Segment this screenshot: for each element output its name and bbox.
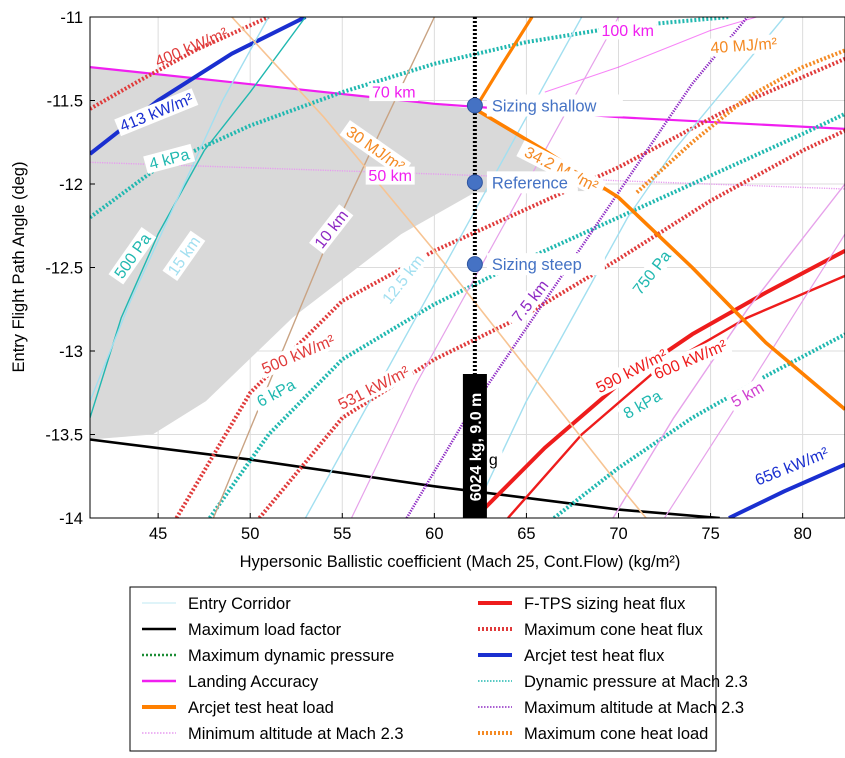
- x-tick-label: 55: [333, 525, 351, 543]
- y-tick-label: -12.5: [45, 260, 83, 278]
- x-tick-label: 70: [609, 525, 627, 543]
- design-point-marker: [467, 257, 482, 272]
- legend-label: Minimum altitude at Mach 2.3: [188, 725, 404, 743]
- design-point-marker: [467, 175, 482, 190]
- x-tick-label: 60: [425, 525, 443, 543]
- line-label-group: 50 km: [366, 167, 415, 186]
- vertical-line-label: 6024 kg, 9.0 m: [468, 393, 485, 502]
- x-axis-label: Hypersonic Ballistic coefficient (Mach 2…: [240, 553, 681, 571]
- line-label-group: 70 km: [369, 83, 418, 102]
- legend-label: Landing Accuracy: [188, 673, 319, 691]
- x-tick-label: 65: [517, 525, 535, 543]
- y-tick-label: -11.5: [47, 93, 83, 111]
- legend-label: Maximum dynamic pressure: [188, 647, 394, 665]
- line-label-group: 100 km: [599, 21, 657, 40]
- line-label: 50 km: [368, 168, 412, 185]
- line-label: 70 km: [372, 85, 416, 102]
- legend-label: Arcjet test heat flux: [524, 647, 665, 665]
- y-tick-label: -11: [60, 9, 83, 27]
- legend-label: F-TPS sizing heat flux: [524, 595, 686, 613]
- y-tick-label: -12: [59, 176, 83, 194]
- x-tick-label: 75: [701, 525, 719, 543]
- y-tick-label: -13.5: [45, 427, 83, 445]
- legend-label: Maximum cone heat flux: [524, 621, 704, 639]
- y-tick-label: -13: [59, 343, 83, 361]
- x-tick-label: 45: [149, 525, 167, 543]
- line-label: 100 km: [601, 23, 653, 40]
- y-tick-label: -14: [59, 510, 83, 528]
- x-tick-label: 80: [793, 525, 811, 543]
- design-point-marker: [467, 98, 482, 113]
- legend-label: Dynamic pressure at Mach 2.3: [524, 673, 748, 691]
- point-label: Sizing steep: [492, 256, 582, 274]
- vertical-line-label-group: 6024 kg, 9.0 m: [463, 374, 487, 520]
- legend-label: Entry Corridor: [188, 595, 291, 613]
- y-axis-label: Entry Flight Path Angle (deg): [10, 162, 28, 373]
- point-label: Sizing shallow: [492, 98, 597, 116]
- legend-label: Maximum cone heat load: [524, 725, 708, 743]
- point-label: Reference: [492, 174, 568, 192]
- legend: Entry Corridor Maximum load factor Maximum…: [130, 587, 748, 751]
- legend-label: Maximum altitude at Mach 2.3: [524, 699, 744, 717]
- legend-label: Arcjet test heat load: [188, 699, 334, 717]
- x-tick-label: 50: [241, 525, 259, 543]
- legend-label: Maximum load factor: [188, 621, 342, 639]
